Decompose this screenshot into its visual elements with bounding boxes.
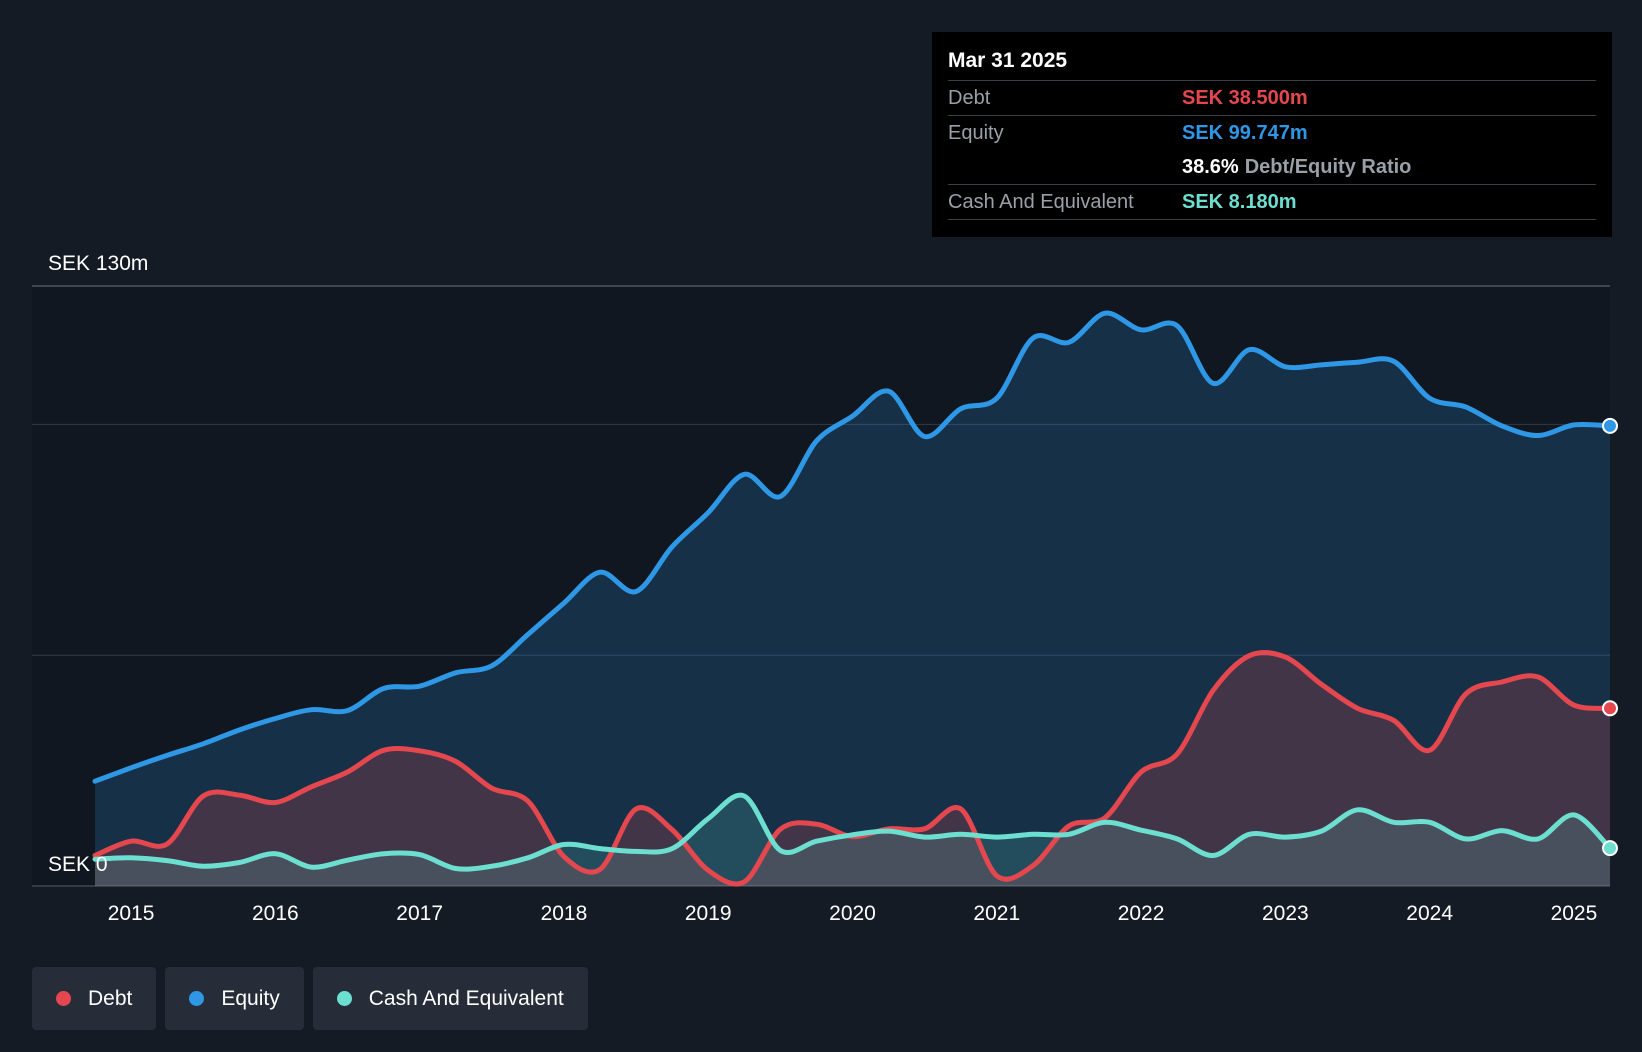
y-axis-top-label: SEK 130m [48, 252, 148, 275]
debt-end-marker [1602, 700, 1618, 717]
tooltip-row-ratio: 38.6% Debt/Equity Ratio [948, 150, 1596, 185]
legend-debt-label: Debt [88, 986, 133, 1010]
series-markers [1602, 417, 1618, 857]
x-axis: 2015 2016 2017 2018 2019 2020 2021 2022 2023 2024… [108, 902, 1598, 925]
x-tick-label: 2018 [541, 902, 588, 925]
tooltip-ratio-spacer [948, 150, 1182, 184]
x-tick-label: 2019 [685, 902, 732, 925]
legend-item-cash[interactable]: Cash And Equivalent [312, 967, 588, 1030]
x-tick-label: 2023 [1262, 902, 1309, 925]
x-tick-label: 2025 [1551, 902, 1598, 925]
debt-dot-icon [56, 991, 71, 1006]
cash-and-equivalent-area [95, 795, 1610, 886]
x-tick-label: 2016 [252, 902, 299, 925]
equity-dot-icon [189, 991, 205, 1006]
legend-equity-label: Equity [221, 986, 280, 1010]
legend: Debt Equity Cash And Equivalent [32, 967, 588, 1030]
cash-dot-icon [336, 991, 352, 1006]
x-tick-label: 2021 [973, 902, 1020, 925]
x-tick-label: 2015 [108, 902, 155, 925]
y-axis-bottom-label: SEK 0 [48, 853, 108, 876]
cash-and-equivalent-line [92, 792, 1613, 872]
equity-area [95, 313, 1610, 886]
tooltip-row-equity: Equity SEK 99.747m [948, 116, 1596, 150]
x-tick-label: 2022 [1118, 902, 1165, 925]
tooltip-debt-value: SEK 38.500m [1182, 87, 1308, 109]
cash-and-equivalent-end-marker [1602, 840, 1618, 857]
tooltip-panel: Mar 31 2025 Debt SEK 38.500m Equity SEK … [932, 32, 1612, 237]
x-tick-label: 2020 [829, 902, 876, 925]
tooltip-row-cash: Cash And Equivalent SEK 8.180m [948, 185, 1596, 220]
series-lines [92, 310, 1613, 887]
x-tick-label: 2017 [396, 902, 443, 925]
tooltip-equity-label: Equity [948, 122, 1004, 144]
debt-area [95, 652, 1610, 886]
tooltip-date: Mar 31 2025 [948, 46, 1596, 81]
equity-line [92, 310, 1613, 784]
equity-end-marker [1602, 417, 1618, 434]
tooltip-row-debt: Debt SEK 38.500m [948, 81, 1596, 116]
grid [32, 285, 1610, 887]
legend-item-debt[interactable]: Debt [32, 967, 157, 1030]
tooltip-cash-value: SEK 8.180m [1182, 191, 1297, 213]
tooltip-equity-value: SEK 99.747m [1182, 122, 1308, 144]
legend-cash-label: Cash And Equivalent [368, 986, 564, 1010]
tooltip-cash-label: Cash And Equivalent [948, 191, 1134, 213]
x-tick-label: 2024 [1406, 902, 1453, 925]
tooltip-ratio-label: Debt/Equity Ratio [1244, 156, 1412, 178]
legend-item-equity[interactable]: Equity [165, 967, 304, 1030]
plot-background [32, 286, 1610, 886]
series-areas [95, 313, 1610, 886]
tooltip-debt-label: Debt [948, 87, 991, 109]
tooltip-ratio-value: 38.6% [1182, 156, 1239, 178]
